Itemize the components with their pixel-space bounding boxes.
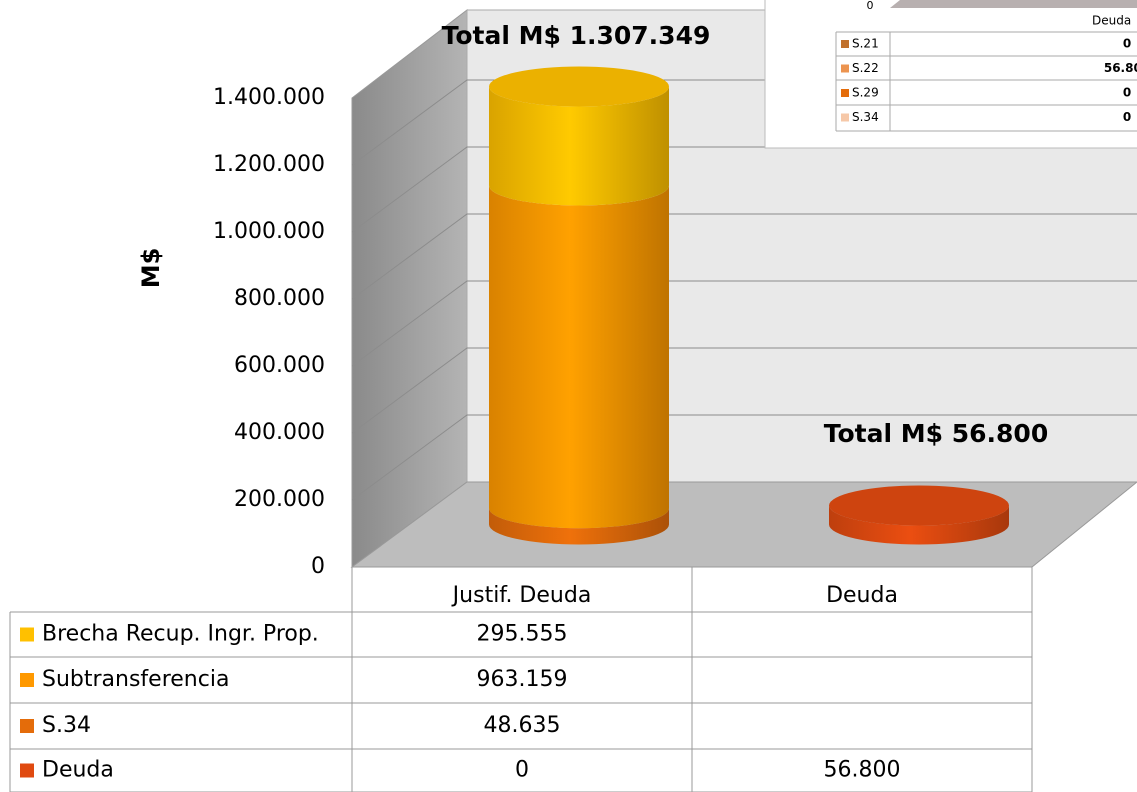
inset-row-label: S.29 [852,86,879,100]
data-label: 963.159 [477,667,568,692]
inset-swatch [841,89,849,97]
left-wall [351,8,468,568]
cylinder-segment [489,185,669,529]
y-tick-label: 600.000 [234,353,325,378]
grid-line [351,347,1137,434]
inset-swatch [841,64,849,73]
inset-swatch [841,113,849,122]
cylinder-top [829,485,1009,526]
data-label: 48.635 [484,713,561,738]
legend-label: S.34 [42,713,91,738]
inset-floor [890,0,1137,8]
plot [489,66,1009,545]
legend-label: Brecha Recup. Ingr. Prop. [42,622,319,647]
y-axis-label: M$ [137,248,165,289]
annotation: Total M$ 1.307.349 [442,21,711,50]
inset-row-value: 0 [1123,86,1131,100]
y-tick-label: 800.000 [234,286,325,311]
grid: 0 200.000 400.000 600.000 800.000 1.000.000 1.… [213,79,1137,579]
cylinder-segment [489,508,669,545]
legend-swatch [20,673,34,687]
inset-row-value: 0 [1123,37,1131,51]
cylinder-top [489,66,669,107]
data-table: Justif. Deuda Deuda Brecha Recup. Ingr. Pr… [9,567,1033,792]
y-tick-label: 1.400.000 [213,85,325,110]
legend-swatch [20,627,34,642]
x-tick-label: Justif. Deuda [451,583,592,608]
table-lines [9,567,1033,792]
annotation: Total M$ 56.800 [824,419,1048,448]
y-tick-label: 200.000 [234,487,325,512]
y-tick-label: 400.000 [234,420,325,445]
inset-lines [835,31,1137,132]
inset-frame [764,0,1137,149]
inset-header: Deuda [1092,14,1131,28]
inset-row-value: 56.800 [1104,61,1137,75]
x-tick-label: Deuda [826,583,898,608]
inset-axis-label: 0 [867,0,874,12]
legend-label: Deuda [42,758,114,783]
inset-row-label: S.21 [852,37,879,51]
data-label: 0 [515,758,529,783]
inset-row-label: S.22 [852,61,879,75]
grid-line [351,280,1137,367]
y-tick-label: 1.200.000 [213,152,325,177]
floor [350,481,1137,568]
inset-table: 0 Deuda S.21 0 S.22 56.800 S.29 0 S.34 0 [764,0,1137,149]
cylinder-segment [829,505,1009,545]
legend-label: Subtransferencia [42,667,229,692]
grid-line [351,414,1137,501]
legend-swatch [20,719,34,733]
inset-swatch [841,40,849,48]
data-label: 56.800 [824,758,901,783]
inset-row-value: 0 [1123,110,1131,124]
inset-row-label: S.34 [852,110,879,124]
y-tick-label: 0 [311,554,325,579]
legend-swatch [20,763,34,778]
cylinder-segment [489,86,669,206]
data-label: 295.555 [477,622,568,647]
grid-line [351,213,1137,300]
y-tick-label: 1.000.000 [213,219,325,244]
